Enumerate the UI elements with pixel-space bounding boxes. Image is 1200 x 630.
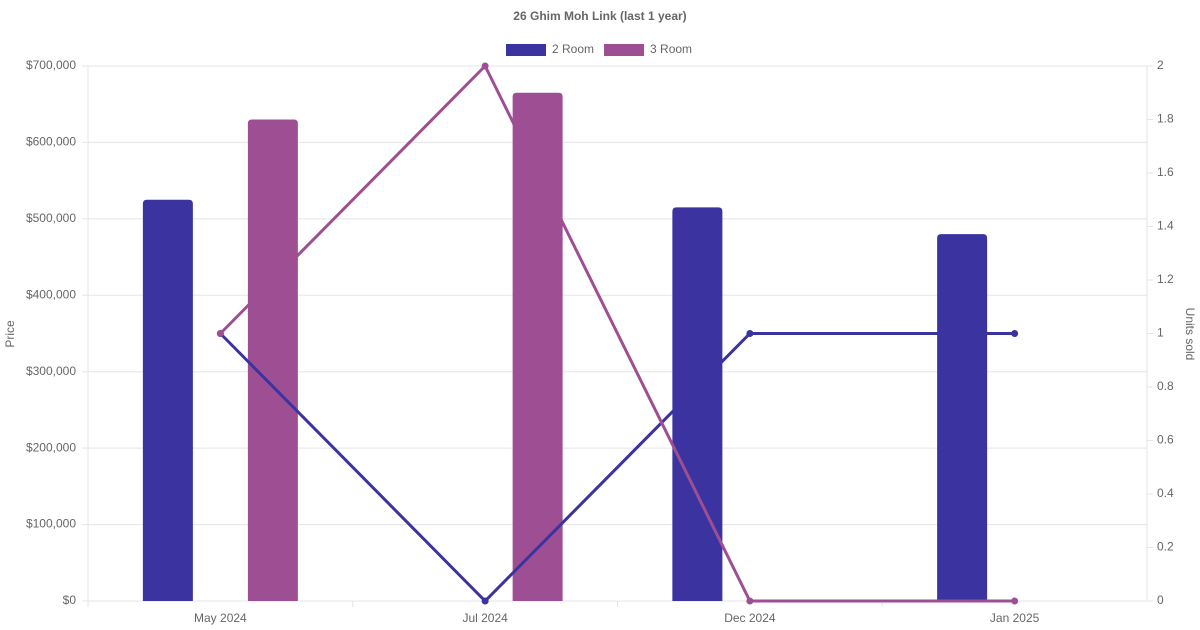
y2-tick-label: 0: [1157, 593, 1164, 607]
y-tick-label: $300,000: [26, 364, 76, 378]
x-tick-label: Jul 2024: [462, 611, 508, 625]
legend-swatch: [604, 44, 645, 56]
x-tick-label: May 2024: [194, 611, 247, 625]
y-tick-label: $100,000: [26, 517, 76, 531]
y2-tick-label: 1.6: [1157, 165, 1174, 179]
line: [219, 63, 1015, 603]
y-tick-label: $0: [63, 593, 77, 607]
y-tick-label: $400,000: [26, 287, 76, 301]
chart-title: 26 Ghim Moh Link (last 1 year): [513, 9, 686, 23]
y-tick-label: $600,000: [26, 135, 76, 149]
point: [481, 597, 489, 605]
point: [746, 330, 754, 337]
y2-tick-label: 0.2: [1157, 540, 1174, 554]
point: [1011, 330, 1019, 337]
y2-tick-label: 1.8: [1157, 112, 1174, 126]
y2-axis-title: Units sold: [1183, 308, 1197, 361]
y2-tick-label: 1.4: [1157, 219, 1174, 233]
y2-tick-label: 0.8: [1157, 379, 1174, 393]
y2-tick-label: 0.4: [1157, 486, 1174, 500]
y2-tick-label: 1: [1157, 326, 1164, 340]
bar: [512, 92, 563, 601]
y2-tick-label: 1.2: [1157, 272, 1174, 286]
point: [216, 330, 224, 337]
y-tick-label: $500,000: [26, 211, 76, 225]
bar: [937, 234, 988, 601]
point: [481, 62, 489, 70]
point: [746, 597, 754, 605]
y-tick-label: $700,000: [26, 58, 76, 72]
x-tick-label: Dec 2024: [724, 611, 776, 625]
y2-tick-label: 2: [1157, 58, 1164, 72]
bar: [672, 207, 723, 601]
x-tick-label: Jan 2025: [990, 611, 1040, 625]
legend-swatch: [506, 44, 546, 56]
line: [219, 332, 1015, 604]
legend-label: 2 Room: [552, 42, 594, 56]
point: [1011, 597, 1019, 605]
y-axis-title: Price: [3, 320, 17, 348]
legend-label: 3 Room: [650, 42, 692, 56]
bar: [142, 199, 193, 601]
bar: [247, 119, 298, 601]
y2-tick-label: 0.6: [1157, 433, 1174, 447]
y-tick-label: $200,000: [26, 440, 76, 454]
